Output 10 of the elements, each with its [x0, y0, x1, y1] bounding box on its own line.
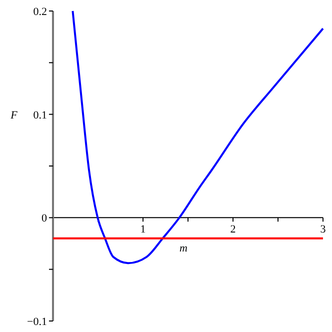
x-tick-label: 1 — [140, 224, 146, 236]
y-tick-label: 0.2 — [33, 6, 47, 18]
x-axis-title: m — [180, 242, 188, 255]
y-tick-label: 0 — [42, 212, 48, 225]
y-tick-label: −0.1 — [27, 316, 47, 328]
x-tick-label: 2 — [230, 224, 236, 236]
x-tick-label: 3 — [320, 224, 326, 236]
y-axis-title: F — [10, 109, 18, 122]
y-tick-label: 0.1 — [33, 109, 47, 122]
line-series — [72, 10, 324, 264]
